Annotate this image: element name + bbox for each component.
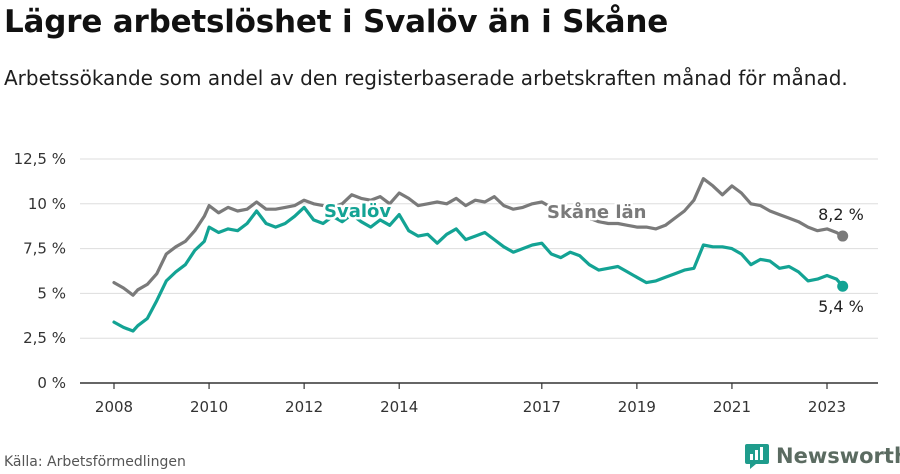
series-label-skane: Skåne län [547,201,647,223]
y-tick-label: 0 % [37,374,66,392]
y-axis-ticks: 0 % 2,5 % 5 % 7,5 % 10 % 12,5 % [14,150,66,392]
y-tick-label: 12,5 % [14,150,66,168]
end-value-svalov: 5,4 % [818,297,864,316]
brand-logo[interactable]: Newsworthy [744,441,900,471]
x-tick-label: 2017 [523,398,561,416]
x-axis-ticks: 2008 2010 2012 2014 2017 2019 2021 2023 [95,383,846,416]
x-tick-label: 2019 [618,398,656,416]
newsworthy-icon [745,444,769,469]
x-tick-label: 2008 [95,398,133,416]
x-tick-label: 2010 [190,398,228,416]
series-line-skane [112,177,845,297]
y-tick-label: 2,5 % [23,329,66,347]
y-tick-label: 10 % [28,195,66,213]
series-label-svalov: Svalöv [324,201,391,222]
end-value-skane: 8,2 % [818,205,864,224]
x-tick-label: 2014 [380,398,418,416]
x-tick-label: 2012 [285,398,323,416]
series-end-marker [837,230,849,242]
y-tick-label: 5 % [37,284,66,302]
gridlines [80,158,878,339]
series-end-marker [837,280,849,292]
y-tick-label: 7,5 % [23,240,66,258]
series-line-svalov [112,205,845,333]
series-labels: Skåne län Svalöv 8,2 % 5,4 % [322,199,867,319]
source-note: Källa: Arbetsförmedlingen [4,454,186,470]
chart-subtitle: Arbetssökande som andel av den registerb… [4,66,848,90]
brand-name: Newsworthy [776,444,900,468]
series-layer [112,177,849,333]
x-tick-label: 2021 [713,398,751,416]
chart-title: Lägre arbetslöshet i Svalöv än i Skåne [4,4,669,40]
x-tick-label: 2023 [808,398,846,416]
